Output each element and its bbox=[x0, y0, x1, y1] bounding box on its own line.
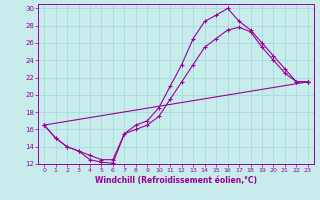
X-axis label: Windchill (Refroidissement éolien,°C): Windchill (Refroidissement éolien,°C) bbox=[95, 176, 257, 185]
